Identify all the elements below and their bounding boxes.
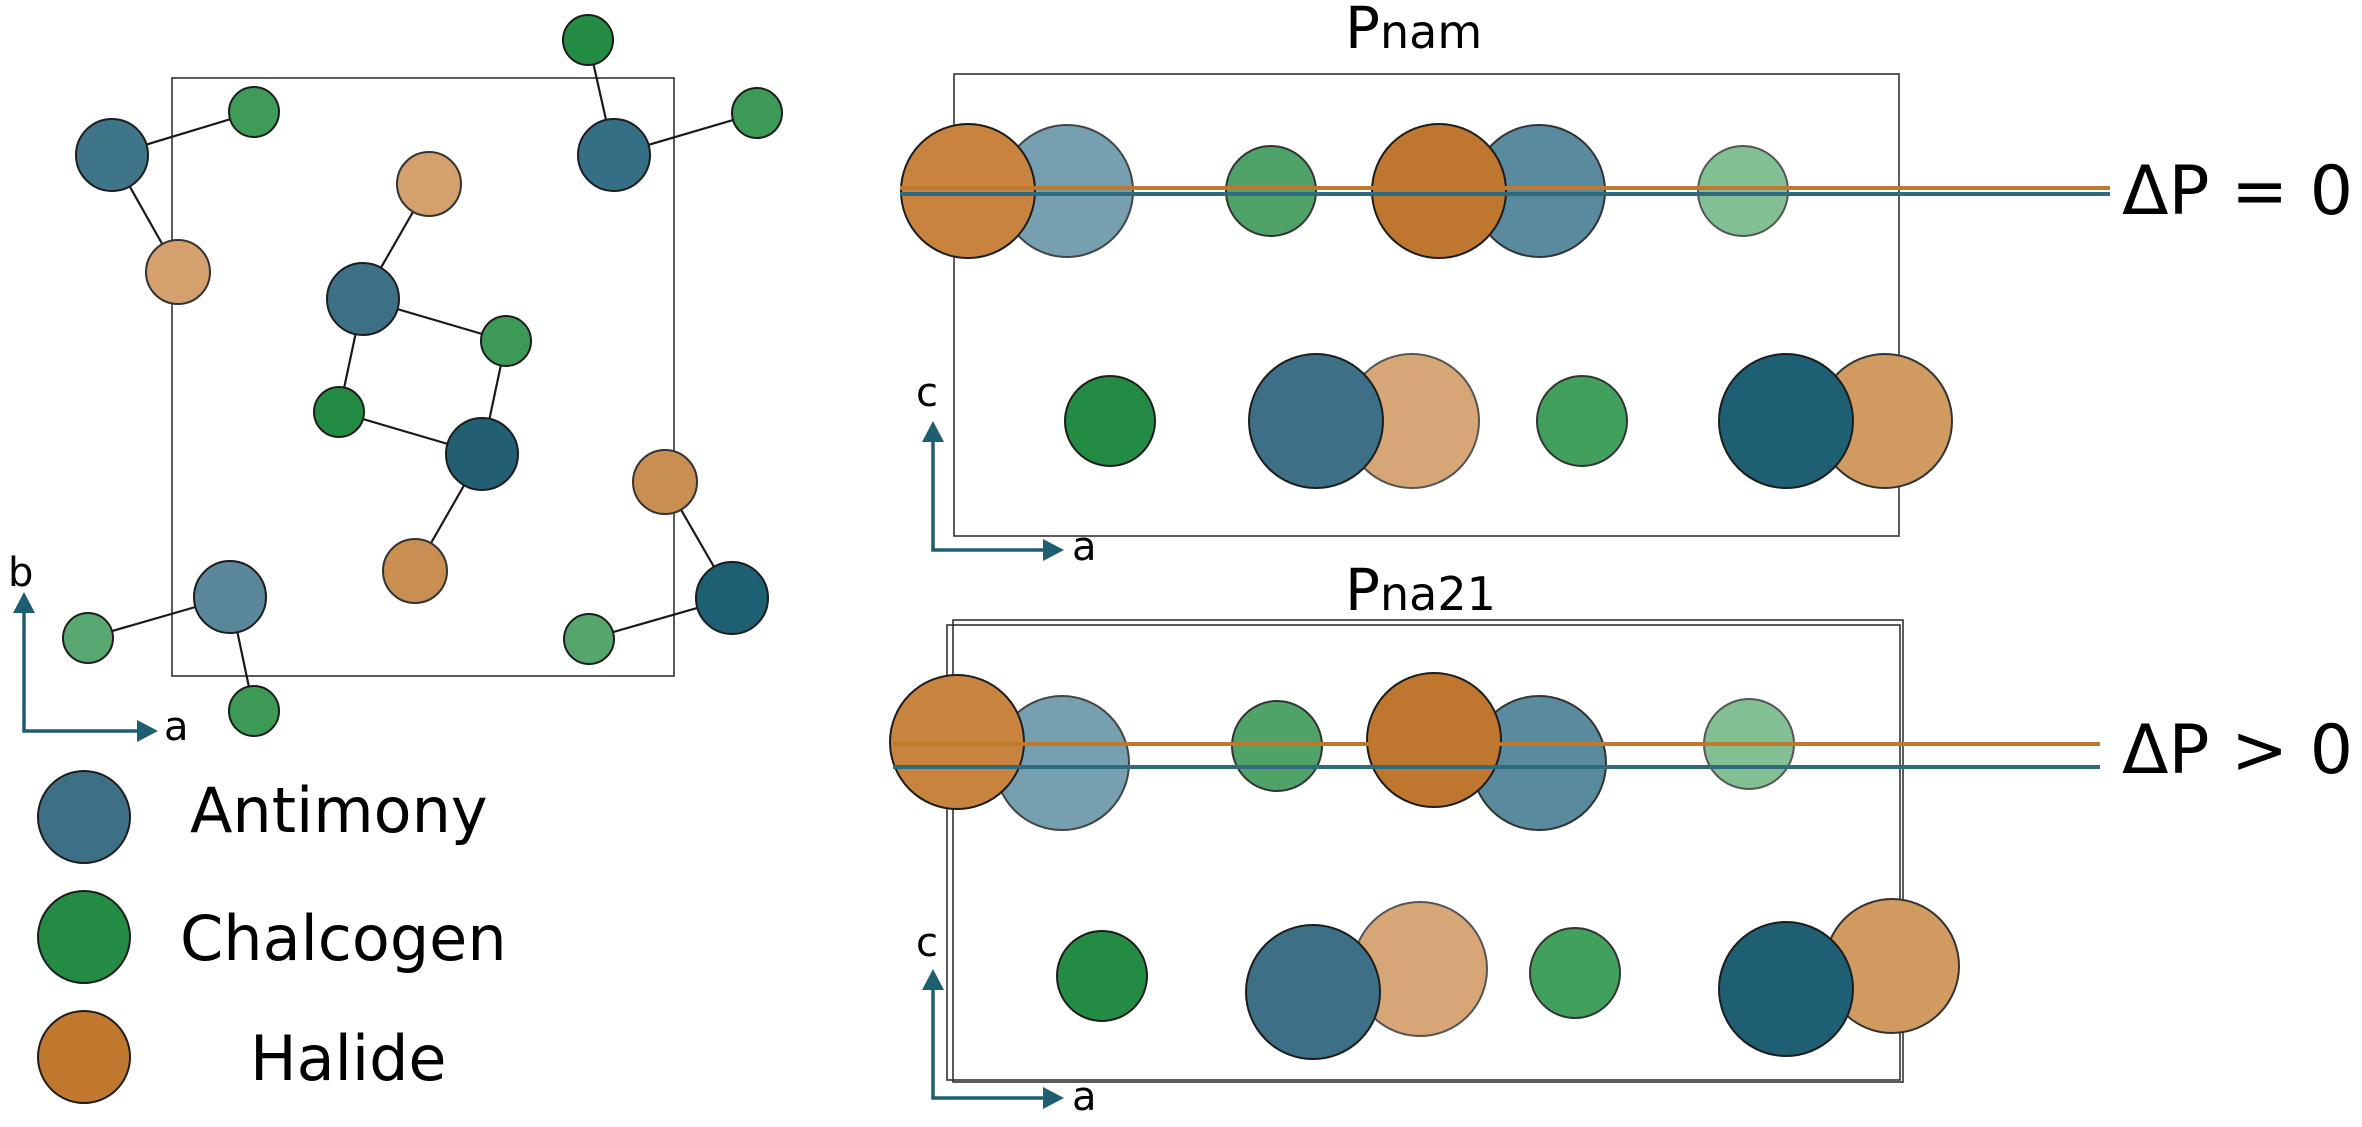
pna21-delta-p-label: ΔP > 0	[2122, 711, 2353, 790]
pna21-panel: Pna21 ΔP > 0 c a	[889, 556, 2353, 1120]
antimony-atom	[695, 561, 769, 635]
legend-chalcogen-swatch	[37, 890, 131, 984]
antimony-atom	[1245, 924, 1381, 1060]
legend-halide-swatch	[37, 1010, 131, 1104]
pna21-unit-cell-shifted	[952, 619, 1904, 1083]
chalcogen-atom	[1056, 930, 1148, 1022]
halide-atom	[632, 449, 698, 515]
chalcogen-atom	[480, 315, 532, 367]
legend-chalcogen-label: Chalcogen	[180, 902, 507, 975]
legend: Antimony Chalcogen Halide	[37, 770, 507, 1104]
chalcogen-atom	[1225, 145, 1317, 237]
ab-projection-panel: b a	[8, 14, 783, 750]
halide-atom	[1371, 123, 1507, 259]
legend-antimony-label: Antimony	[190, 774, 488, 847]
antimony-atom	[445, 417, 519, 491]
chalcogen-atom	[563, 613, 615, 665]
antimony-atom	[193, 560, 267, 634]
antimony-atom	[577, 118, 651, 192]
antimony-atom	[1718, 921, 1854, 1057]
axis-label-c: c	[916, 920, 938, 966]
chalcogen-atom	[62, 612, 114, 664]
pna21-unit-cell	[946, 624, 1901, 1081]
chalcogen-atom	[313, 386, 365, 438]
ab-axes: b a	[8, 550, 189, 750]
axis-label-a: a	[164, 704, 189, 750]
pnam-unit-cell	[953, 73, 1900, 537]
halide-atom	[145, 239, 211, 305]
antimony-atom	[1718, 353, 1854, 489]
ab-unit-cell	[171, 77, 675, 677]
halide-atom	[1366, 672, 1502, 808]
antimony-atom	[1248, 353, 1384, 489]
legend-halide-label: Halide	[250, 1022, 447, 1095]
pnam-axes: c a	[916, 370, 1097, 570]
chalcogen-atom	[1529, 927, 1621, 1019]
chalcogen-atom	[1536, 375, 1628, 467]
chalcogen-atom	[1697, 145, 1789, 237]
chalcogen-atom	[228, 86, 280, 138]
pnam-panel: Pnam ΔP = 0 c a	[900, 0, 2353, 570]
chalcogen-atom	[562, 14, 614, 66]
antimony-atom	[326, 262, 400, 336]
axis-label-a: a	[1072, 1074, 1097, 1120]
chalcogen-atom	[731, 87, 783, 139]
axis-label-c: c	[916, 370, 938, 416]
legend-antimony-swatch	[37, 770, 131, 864]
chalcogen-atom	[228, 685, 280, 737]
halide-atom	[382, 538, 448, 604]
pnam-title: Pnam	[1345, 0, 1482, 62]
halide-atom	[396, 151, 462, 217]
axis-label-a: a	[1072, 524, 1097, 570]
pna21-title: Pna21	[1345, 556, 1496, 624]
pna21-axes: c a	[916, 920, 1097, 1120]
antimony-atom	[75, 118, 149, 192]
axis-label-b: b	[8, 550, 33, 596]
halide-atom	[900, 123, 1036, 259]
chalcogen-atom	[1064, 375, 1156, 467]
pnam-delta-p-label: ΔP = 0	[2122, 152, 2353, 231]
